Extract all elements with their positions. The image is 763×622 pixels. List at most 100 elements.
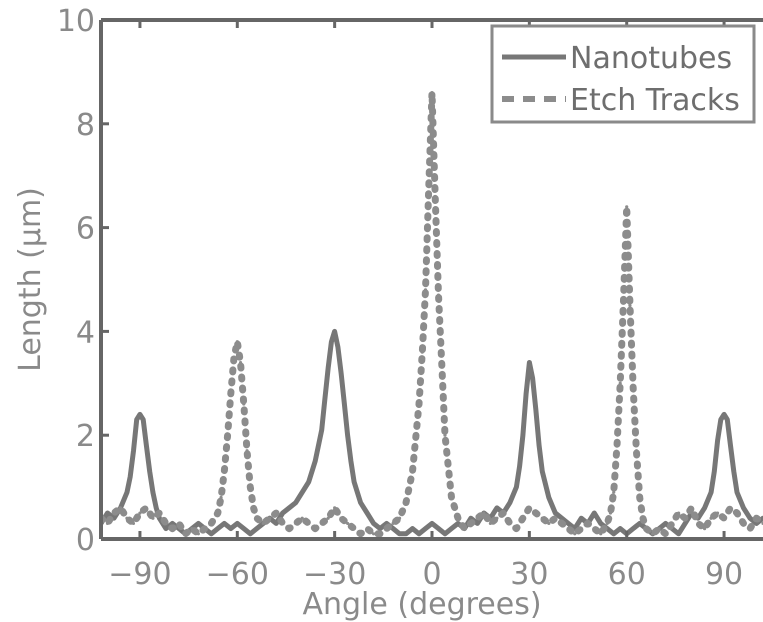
- data-point-etch-tracks: [274, 511, 278, 515]
- data-point-etch-tracks: [566, 527, 570, 531]
- data-point-nanotubes: [129, 475, 132, 478]
- data-point-etch-tracks: [615, 443, 619, 448]
- data-point-etch-tracks: [138, 511, 142, 515]
- data-point-nanotubes: [619, 527, 622, 530]
- data-point-etch-tracks: [579, 527, 583, 531]
- data-point-etch-tracks: [294, 521, 298, 526]
- data-point-nanotubes: [508, 501, 512, 504]
- legend-box: [490, 24, 756, 124]
- data-point-etch-tracks: [420, 350, 424, 354]
- data-point-nanotubes: [294, 501, 297, 504]
- data-point-etch-tracks: [157, 511, 162, 515]
- data-point-nanotubes: [547, 496, 551, 499]
- data-point-etch-tracks: [203, 527, 207, 531]
- data-point-etch-tracks: [440, 360, 444, 365]
- data-point-etch-tracks: [748, 527, 752, 531]
- data-point-nanotubes: [638, 522, 641, 525]
- data-point-etch-tracks: [144, 506, 149, 510]
- data-point-etch-tracks: [427, 184, 431, 188]
- x-tick-label: −30: [303, 557, 366, 592]
- data-point-nanotubes: [534, 408, 538, 411]
- data-point-etch-tracks: [599, 532, 603, 536]
- data-point-etch-tracks: [177, 521, 181, 526]
- data-point-nanotubes: [404, 532, 408, 536]
- data-point-etch-tracks: [456, 516, 460, 520]
- data-point-etch-tracks: [261, 521, 265, 526]
- data-point-etch-tracks: [118, 506, 123, 510]
- data-point-etch-tracks: [514, 527, 518, 531]
- y-tick-label: 8: [76, 108, 95, 143]
- data-point-nanotubes: [151, 491, 155, 494]
- data-point-etch-tracks: [715, 511, 720, 515]
- data-point-nanotubes: [141, 418, 145, 421]
- data-point-etch-tracks: [410, 469, 415, 474]
- data-point-nanotubes: [132, 449, 135, 452]
- data-point-nanotubes: [612, 532, 615, 536]
- data-point-nanotubes: [281, 511, 284, 515]
- x-tick-label: −60: [206, 557, 269, 592]
- data-point-etch-tracks: [404, 501, 408, 505]
- data-point-etch-tracks: [268, 516, 272, 520]
- series-line-etch-tracks: [101, 89, 763, 538]
- data-point-etch-tracks: [371, 532, 376, 536]
- data-point-etch-tracks: [508, 521, 512, 526]
- data-point-nanotubes: [359, 501, 362, 504]
- data-point-nanotubes: [313, 459, 317, 463]
- data-point-etch-tracks: [216, 511, 220, 515]
- data-point-etch-tracks: [225, 433, 230, 437]
- data-point-nanotubes: [722, 413, 726, 416]
- data-point-etch-tracks: [183, 532, 187, 536]
- data-point-nanotubes: [709, 491, 713, 494]
- data-point-etch-tracks: [423, 288, 428, 292]
- data-point-etch-tracks: [573, 532, 577, 536]
- legend-label-nanotubes: Nanotubes: [570, 41, 732, 76]
- series-line-nanotubes: [101, 328, 763, 537]
- data-point-nanotubes: [349, 459, 353, 463]
- data-point-etch-tracks: [469, 521, 473, 526]
- data-point-nanotubes: [593, 511, 596, 515]
- legend-label-etch-tracks: Etch Tracks: [570, 83, 740, 118]
- data-point-nanotubes: [352, 480, 356, 484]
- data-point-nanotubes: [255, 527, 258, 530]
- ticks: 0 2 4 6 8 10 −90 −60 −30 0 30 60 90: [57, 4, 743, 592]
- data-point-etch-tracks: [641, 516, 645, 520]
- data-point-etch-tracks: [333, 506, 337, 510]
- data-point-nanotubes: [677, 532, 680, 536]
- data-point-etch-tracks: [612, 490, 616, 494]
- data-point-nanotubes: [365, 511, 369, 515]
- data-point-etch-tracks: [735, 511, 739, 515]
- data-point-etch-tracks: [209, 521, 213, 526]
- data-point-etch-tracks: [251, 506, 256, 510]
- data-point-etch-tracks: [433, 194, 437, 199]
- data-point-nanotubes: [541, 470, 544, 473]
- data-point-nanotubes: [580, 517, 583, 520]
- data-point-etch-tracks: [436, 293, 441, 297]
- data-point-nanotubes: [748, 517, 752, 520]
- data-point-etch-tracks: [238, 360, 243, 365]
- data-point-etch-tracks: [229, 392, 233, 396]
- data-point-etch-tracks: [560, 521, 564, 526]
- data-point-etch-tracks: [475, 516, 480, 520]
- data-point-etch-tracks: [634, 449, 639, 453]
- data-point-etch-tracks: [307, 521, 311, 526]
- y-tick-label: 2: [76, 419, 95, 454]
- data-point-etch-tracks: [378, 532, 382, 536]
- data-point-etch-tracks: [741, 521, 746, 526]
- data-point-etch-tracks: [235, 340, 239, 344]
- data-point-etch-tracks: [449, 495, 454, 500]
- data-point-nanotubes: [495, 506, 499, 510]
- data-point-nanotubes: [631, 527, 635, 530]
- data-point-etch-tracks: [384, 527, 389, 531]
- data-point-etch-tracks: [196, 532, 200, 536]
- data-point-nanotubes: [528, 361, 531, 364]
- data-point-etch-tracks: [443, 433, 447, 437]
- data-point-etch-tracks: [300, 516, 304, 520]
- data-point-etch-tracks: [547, 521, 551, 526]
- data-point-nanotubes: [275, 522, 278, 525]
- data-point-etch-tracks: [628, 303, 632, 308]
- data-point-etch-tracks: [670, 521, 674, 526]
- data-point-nanotubes: [148, 470, 151, 473]
- data-point-nanotubes: [729, 444, 732, 447]
- data-point-etch-tracks: [112, 511, 116, 515]
